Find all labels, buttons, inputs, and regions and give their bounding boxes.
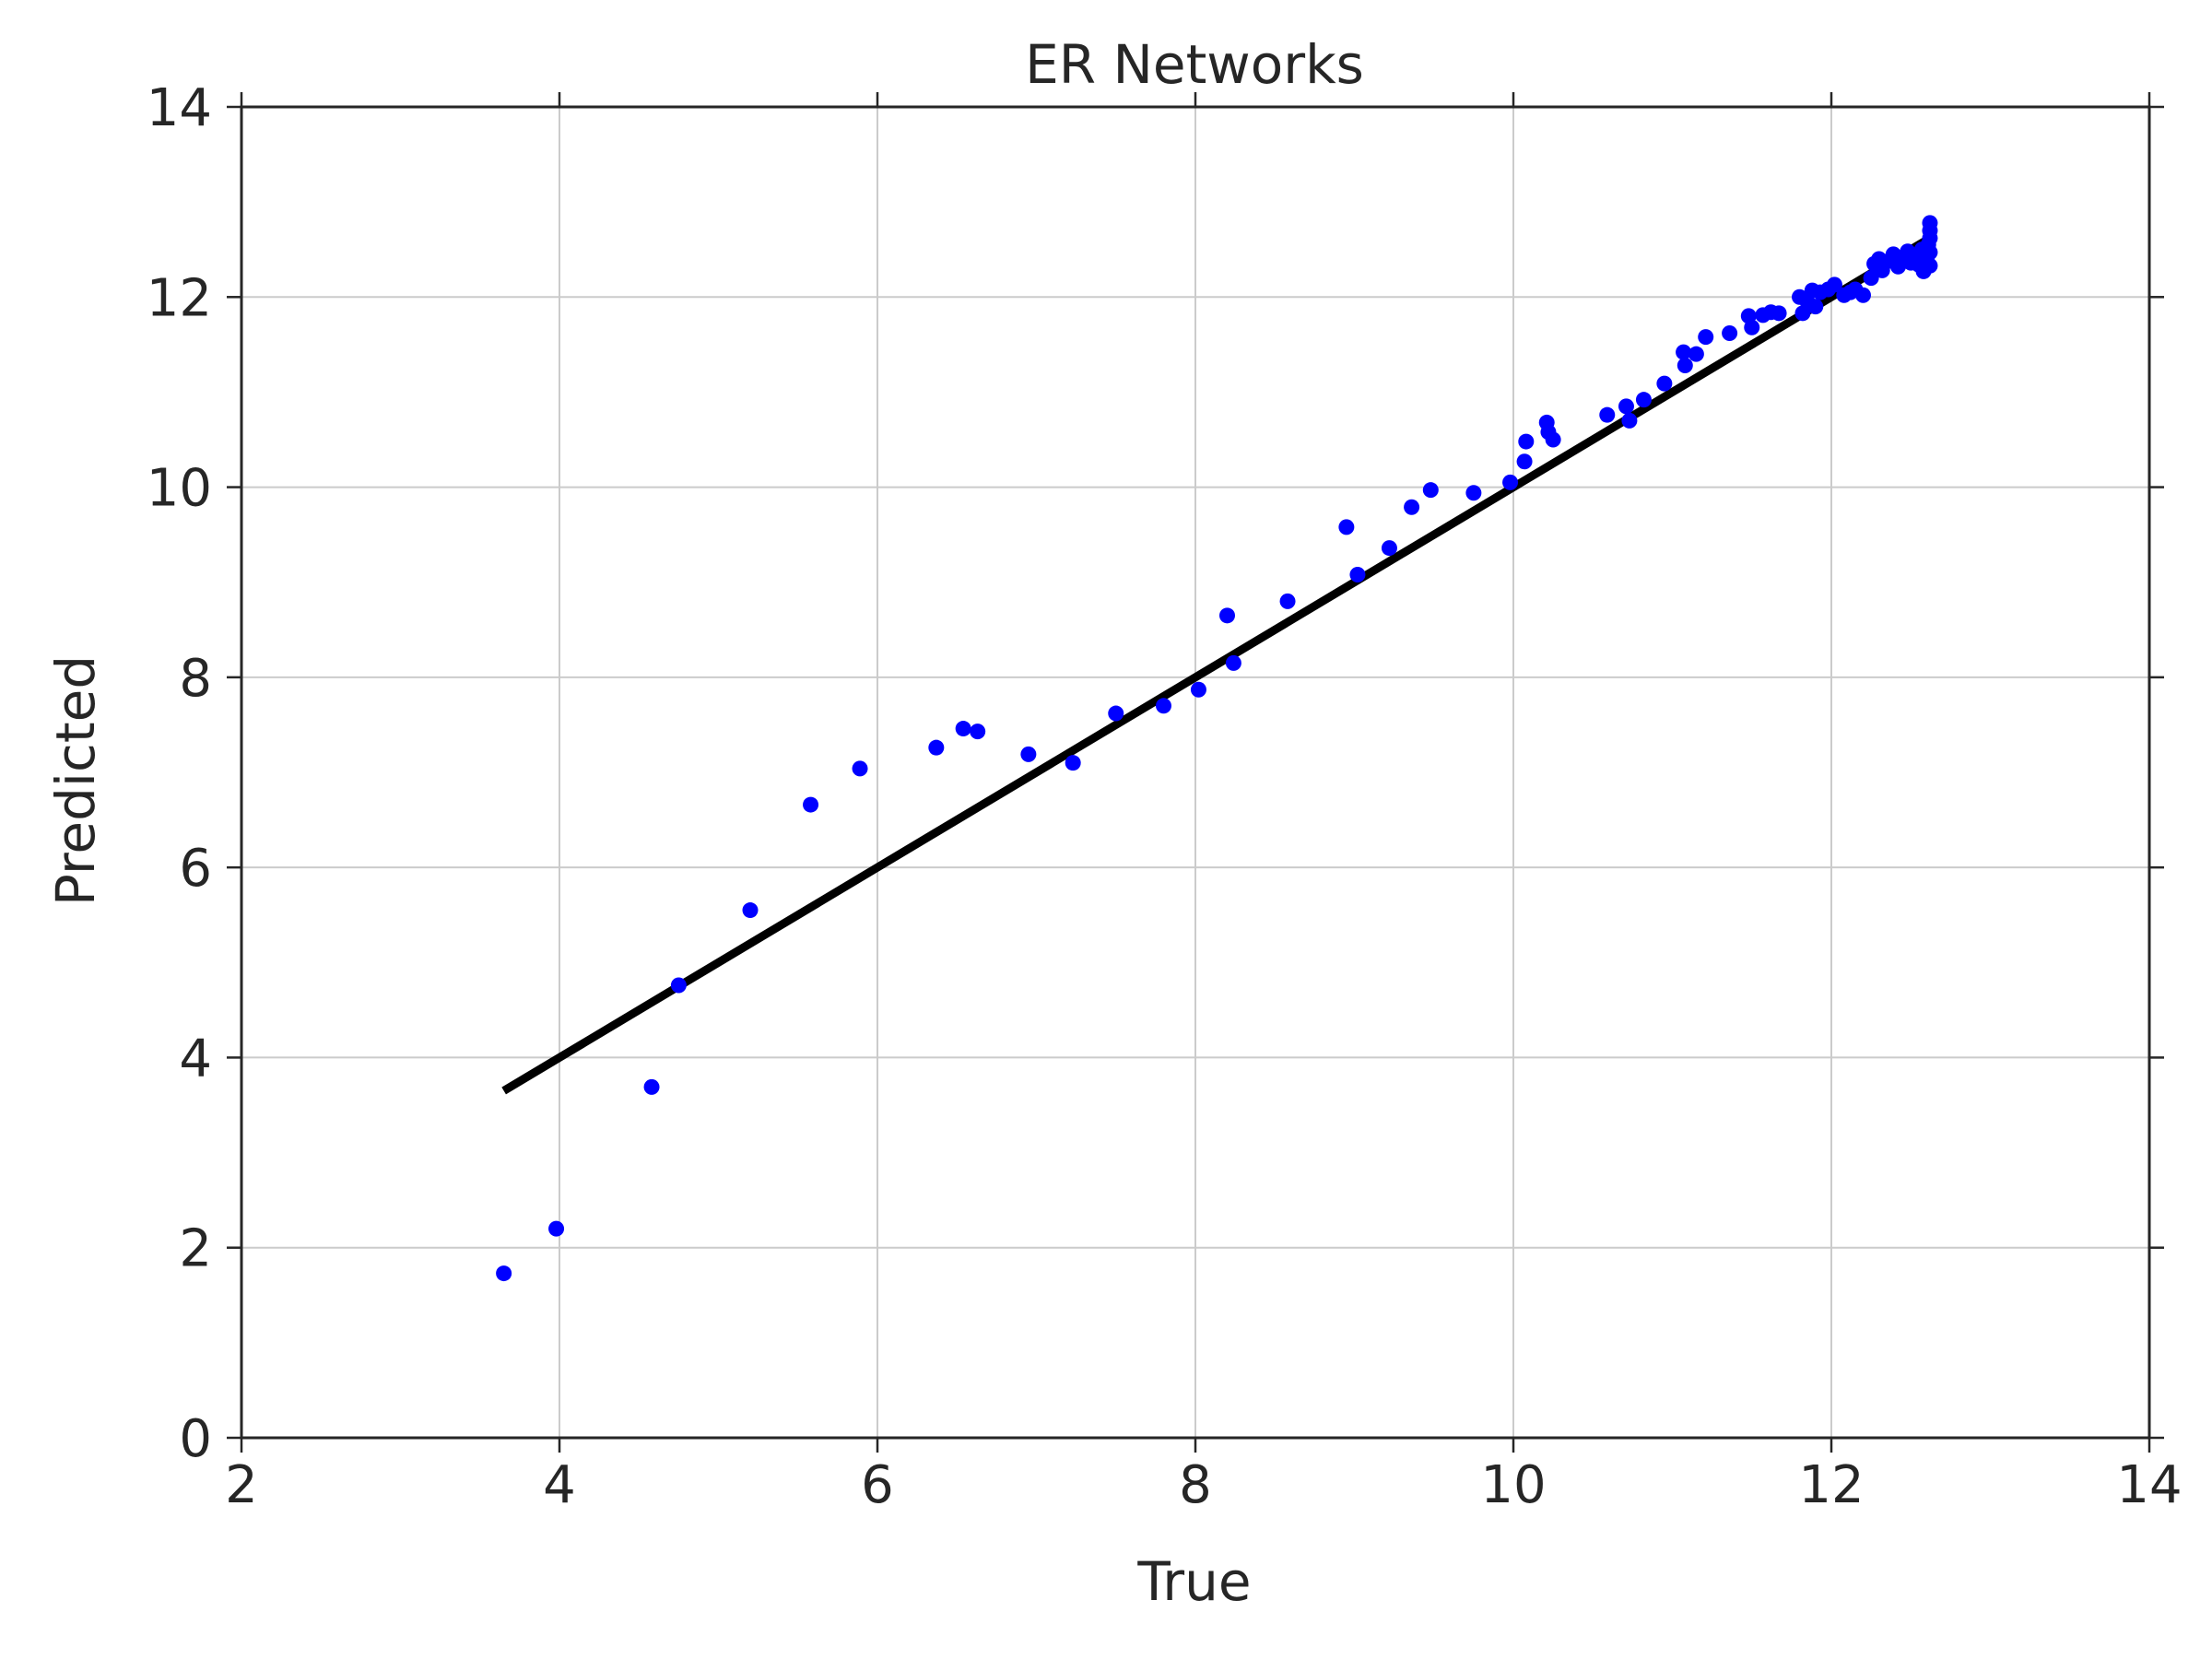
x-axis-label: True bbox=[1136, 1550, 1251, 1613]
x-tick-label: 8 bbox=[1179, 1455, 1212, 1515]
grid bbox=[241, 106, 2150, 1439]
data-point bbox=[970, 724, 986, 740]
data-point bbox=[742, 902, 759, 919]
data-point bbox=[1599, 406, 1616, 423]
data-point bbox=[670, 977, 687, 994]
data-point bbox=[852, 760, 868, 777]
data-point bbox=[1677, 358, 1693, 374]
x-tick-label: 6 bbox=[861, 1455, 894, 1515]
data-point bbox=[1698, 329, 1714, 346]
data-point bbox=[1349, 566, 1366, 582]
data-point bbox=[1465, 485, 1482, 501]
x-tick-label: 2 bbox=[225, 1455, 258, 1515]
data-point bbox=[1338, 519, 1355, 535]
data-point bbox=[1381, 540, 1397, 557]
y-tick-label: 4 bbox=[179, 1029, 212, 1088]
data-point bbox=[1108, 705, 1124, 722]
data-point bbox=[1190, 681, 1206, 698]
data-point bbox=[1065, 755, 1081, 771]
y-tick-label: 0 bbox=[179, 1409, 212, 1469]
data-point bbox=[1855, 287, 1871, 303]
data-point bbox=[1688, 346, 1704, 362]
x-tick-label: 10 bbox=[1480, 1455, 1546, 1515]
y-tick-label: 14 bbox=[147, 78, 212, 138]
data-point bbox=[1656, 375, 1673, 392]
data-point bbox=[496, 1265, 512, 1282]
y-tick-label: 2 bbox=[179, 1219, 212, 1279]
data-point bbox=[1722, 324, 1738, 341]
y-tick-label: 10 bbox=[147, 459, 212, 519]
chart-title: ER Networks bbox=[1025, 33, 1364, 96]
data-point bbox=[1020, 746, 1037, 762]
y-tick-label: 12 bbox=[147, 268, 212, 328]
data-point bbox=[1518, 433, 1535, 450]
data-point bbox=[955, 721, 971, 737]
x-tick-label: 14 bbox=[2116, 1455, 2182, 1515]
data-point bbox=[1922, 257, 1938, 274]
data-point bbox=[1621, 412, 1638, 429]
data-point bbox=[1676, 344, 1692, 360]
y-axis-label: Predicted bbox=[44, 655, 107, 906]
data-point bbox=[1826, 276, 1842, 293]
data-points bbox=[496, 215, 1938, 1282]
y-tick-label: 8 bbox=[179, 649, 212, 709]
data-point bbox=[1807, 299, 1824, 315]
data-point bbox=[1502, 474, 1519, 490]
data-point bbox=[1156, 698, 1171, 714]
data-point bbox=[1744, 319, 1760, 335]
data-point bbox=[1922, 229, 1938, 246]
data-point bbox=[548, 1220, 565, 1237]
data-point bbox=[1422, 482, 1439, 499]
data-point bbox=[1225, 654, 1241, 671]
ticks bbox=[227, 92, 2164, 1453]
y-tick-label: 6 bbox=[179, 839, 212, 899]
data-point bbox=[1922, 244, 1938, 261]
fit-line bbox=[501, 234, 1933, 1095]
data-point bbox=[1618, 398, 1634, 415]
data-point bbox=[1404, 499, 1420, 515]
data-point bbox=[1635, 392, 1652, 408]
x-tick-label: 12 bbox=[1798, 1455, 1864, 1515]
data-point bbox=[928, 739, 945, 756]
data-point bbox=[803, 796, 819, 813]
data-point bbox=[1771, 305, 1787, 322]
data-point bbox=[1219, 607, 1235, 624]
fit-line-layer bbox=[501, 234, 1933, 1095]
data-point bbox=[1545, 431, 1561, 448]
data-point bbox=[1516, 453, 1533, 470]
data-point bbox=[1279, 593, 1296, 609]
data-point bbox=[643, 1078, 660, 1095]
x-tick-label: 4 bbox=[543, 1455, 576, 1515]
data-point bbox=[1863, 270, 1879, 287]
